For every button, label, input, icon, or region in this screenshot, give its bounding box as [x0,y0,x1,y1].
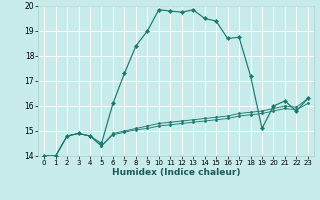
X-axis label: Humidex (Indice chaleur): Humidex (Indice chaleur) [112,168,240,177]
